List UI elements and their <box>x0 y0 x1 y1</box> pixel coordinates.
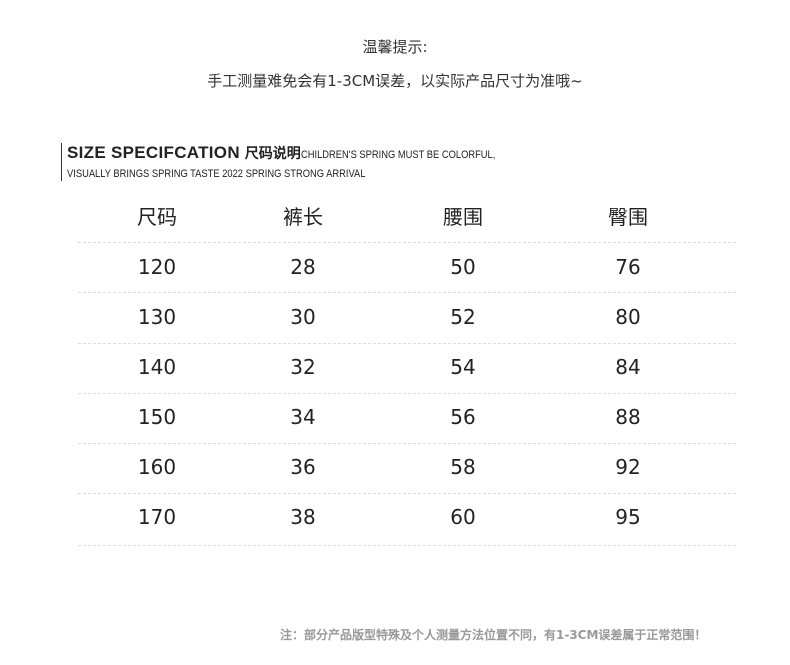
row-divider <box>78 493 736 494</box>
row-divider <box>78 242 736 243</box>
table-cell: 28 <box>290 255 316 279</box>
row-divider <box>78 292 736 293</box>
table-cell: 120 <box>137 255 177 279</box>
table-cell: 88 <box>615 405 641 429</box>
table-cell: 80 <box>615 305 641 329</box>
table-cell: 60 <box>450 505 476 529</box>
table-cell: 76 <box>615 255 641 279</box>
table-cell: 50 <box>450 255 476 279</box>
table-cell: 150 <box>137 405 177 429</box>
row-divider <box>78 343 736 344</box>
table-cell: 54 <box>450 355 476 379</box>
tips-text: 手工测量难免会有1-3CM误差，以实际产品尺寸为准哦~ <box>207 72 583 90</box>
heading-bar <box>61 143 62 181</box>
table-cell: 160 <box>137 455 177 479</box>
table-cell: 36 <box>290 455 316 479</box>
row-divider <box>78 443 736 444</box>
footer-note: 注：部分产品版型特殊及个人测量方法位置不同，有1-3CM误差属于正常范围！ <box>280 628 707 642</box>
table-cell: 95 <box>615 505 641 529</box>
heading-line1: CHILDREN'S SPRING MUST BE COLORFUL, <box>300 149 496 161</box>
table-cell: 38 <box>290 505 316 529</box>
table-cell: 32 <box>290 355 316 379</box>
table-cell: 56 <box>450 405 476 429</box>
table-cell: 34 <box>290 405 316 429</box>
column-header: 尺码 <box>137 205 177 229</box>
row-divider <box>78 393 736 394</box>
table-cell: 140 <box>137 355 177 379</box>
column-header: 裤长 <box>283 205 323 229</box>
table-cell: 30 <box>290 305 316 329</box>
table-cell: 130 <box>137 305 177 329</box>
table-cell: 58 <box>450 455 476 479</box>
tips-title: 温馨提示: <box>362 38 428 56</box>
table-cell: 170 <box>137 505 177 529</box>
heading-line2: VISUALLY BRINGS SPRING TASTE 2022 SPRING… <box>67 168 366 180</box>
row-divider <box>78 545 736 546</box>
table-cell: 84 <box>615 355 641 379</box>
table-cell: 92 <box>615 455 641 479</box>
column-header: 臀围 <box>608 205 648 229</box>
table-cell: 52 <box>450 305 476 329</box>
column-header: 腰围 <box>443 205 483 229</box>
heading-zh: 尺码说明 <box>244 146 301 162</box>
heading-main: SIZE SPECIFCATION <box>67 143 240 162</box>
heading: SIZE SPECIFCATION 尺码说明CHILDREN'S SPRING … <box>67 143 529 163</box>
